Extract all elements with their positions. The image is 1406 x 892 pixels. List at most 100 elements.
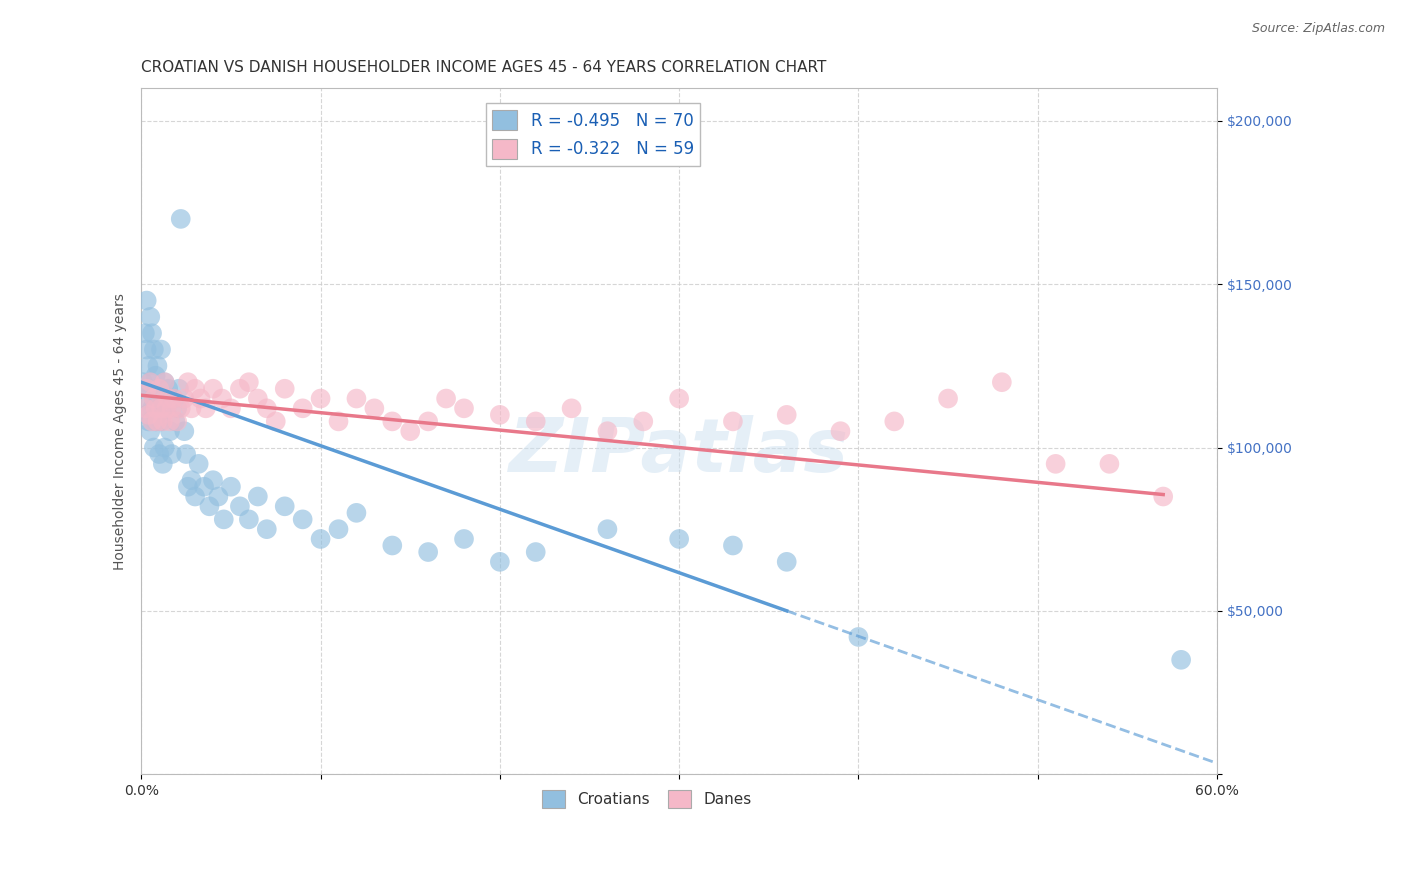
Point (596, 424, 619, 438)
Point (174, 447, 197, 461)
Point (150, 343, 173, 357)
Point (153, 441, 176, 455)
Point (991, 375, 1014, 389)
Point (198, 500, 221, 514)
Y-axis label: Householder Income Ages 45 - 64 years: Householder Income Ages 45 - 64 years (114, 293, 128, 570)
Point (202, 473, 225, 487)
Point (187, 457, 209, 471)
Point (1045, 457, 1067, 471)
Point (184, 490, 207, 504)
Point (146, 408, 169, 422)
Point (633, 414, 655, 428)
Point (180, 473, 202, 487)
Point (399, 424, 422, 438)
Point (166, 401, 188, 416)
Point (291, 401, 314, 416)
Point (229, 500, 252, 514)
Point (142, 441, 165, 455)
Point (202, 382, 225, 396)
Point (160, 447, 183, 461)
Point (381, 414, 404, 428)
Point (207, 490, 229, 504)
Point (173, 424, 195, 438)
Point (184, 382, 207, 396)
Point (157, 392, 180, 406)
Point (238, 512, 260, 526)
Point (1170, 653, 1192, 667)
Point (142, 343, 165, 357)
Text: Source: ZipAtlas.com: Source: ZipAtlas.com (1251, 22, 1385, 36)
Point (152, 392, 174, 406)
Point (211, 392, 233, 406)
Point (167, 382, 190, 396)
Point (135, 343, 157, 357)
Point (721, 414, 744, 428)
Point (453, 532, 475, 546)
Point (309, 392, 332, 406)
Point (381, 539, 404, 553)
Point (721, 539, 744, 553)
Point (264, 414, 287, 428)
Point (157, 382, 180, 396)
Point (132, 375, 155, 389)
Point (212, 512, 235, 526)
Point (177, 375, 200, 389)
Point (434, 392, 457, 406)
Point (173, 392, 195, 406)
Point (524, 414, 547, 428)
Point (193, 480, 215, 494)
Point (346, 506, 368, 520)
Point (453, 401, 475, 416)
Point (138, 382, 160, 396)
Point (328, 522, 350, 536)
Point (256, 401, 278, 416)
Point (668, 532, 690, 546)
Point (139, 424, 162, 438)
Point (146, 359, 169, 373)
Point (346, 392, 368, 406)
Point (170, 401, 193, 416)
Point (153, 375, 176, 389)
Point (246, 490, 269, 504)
Point (135, 293, 157, 308)
Point (162, 392, 184, 406)
Point (219, 480, 242, 494)
Point (238, 375, 260, 389)
Point (162, 392, 184, 406)
Point (1098, 457, 1121, 471)
Point (776, 555, 799, 569)
Point (152, 414, 174, 428)
Point (146, 414, 169, 428)
Point (596, 522, 619, 536)
Point (142, 392, 165, 406)
Point (489, 555, 512, 569)
Point (152, 457, 174, 471)
Point (776, 408, 799, 422)
Point (936, 392, 959, 406)
Point (138, 359, 160, 373)
Point (165, 414, 187, 428)
Point (180, 401, 202, 416)
Point (148, 382, 170, 396)
Point (139, 375, 162, 389)
Point (830, 424, 852, 438)
Point (190, 392, 212, 406)
Point (155, 401, 177, 416)
Point (141, 326, 163, 341)
Point (145, 401, 167, 416)
Point (145, 414, 167, 428)
Point (309, 532, 332, 546)
Point (170, 211, 193, 226)
Point (150, 401, 173, 416)
Point (524, 545, 547, 559)
Point (363, 401, 385, 416)
Point (418, 545, 440, 559)
Point (274, 382, 297, 396)
Point (489, 408, 512, 422)
Point (246, 392, 269, 406)
Point (139, 375, 162, 389)
Point (135, 408, 157, 422)
Point (229, 382, 252, 396)
Point (194, 401, 217, 416)
Point (561, 401, 583, 416)
